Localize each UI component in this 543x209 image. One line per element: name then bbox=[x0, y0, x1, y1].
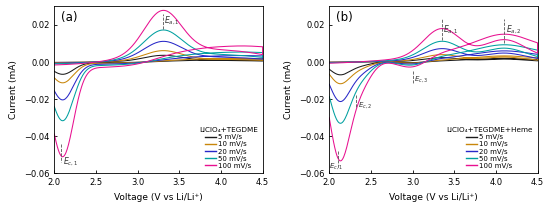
Y-axis label: Current (mA): Current (mA) bbox=[285, 60, 293, 119]
Text: $E_{a,1}$: $E_{a,1}$ bbox=[444, 24, 459, 36]
Text: (a): (a) bbox=[61, 11, 77, 24]
Text: (b): (b) bbox=[336, 11, 352, 24]
Y-axis label: Current (mA): Current (mA) bbox=[9, 60, 18, 119]
Text: $E_{c,3}$: $E_{c,3}$ bbox=[414, 74, 428, 84]
Text: $E_{a,1}$: $E_{a,1}$ bbox=[165, 14, 180, 27]
Text: $E_{c,1}$: $E_{c,1}$ bbox=[62, 156, 78, 168]
X-axis label: Voltage (V vs Li/Li⁺): Voltage (V vs Li/Li⁺) bbox=[389, 193, 478, 202]
X-axis label: Voltage (V vs Li/Li⁺): Voltage (V vs Li/Li⁺) bbox=[114, 193, 203, 202]
Legend: 5 mV/s, 10 mV/s, 20 mV/s, 50 mV/s, 100 mV/s: 5 mV/s, 10 mV/s, 20 mV/s, 50 mV/s, 100 m… bbox=[445, 126, 534, 170]
Text: $E_{a,2}$: $E_{a,2}$ bbox=[506, 24, 522, 36]
Text: $E_{c,2}$: $E_{c,2}$ bbox=[358, 100, 372, 110]
Text: $E_{c,1}$: $E_{c,1}$ bbox=[329, 161, 344, 171]
Legend: 5 mV/s, 10 mV/s, 20 mV/s, 50 mV/s, 100 mV/s: 5 mV/s, 10 mV/s, 20 mV/s, 50 mV/s, 100 m… bbox=[198, 126, 259, 170]
